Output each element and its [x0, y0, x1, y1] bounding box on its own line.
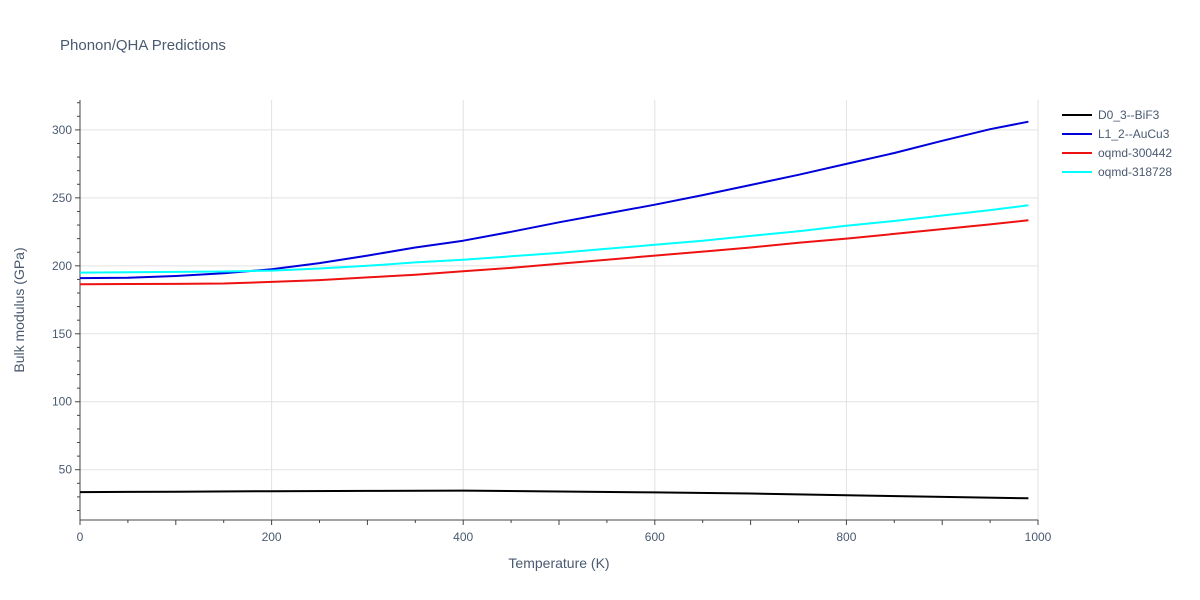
y-tick-label: 250	[52, 191, 72, 205]
plot-area	[79, 120, 1029, 500]
x-tick-label: 0	[77, 530, 84, 544]
grid-lines	[80, 100, 1039, 520]
x-tick-label: 1000	[1025, 530, 1052, 544]
legend-item[interactable]: oqmd-318728	[1062, 165, 1172, 179]
legend-label: oqmd-300442	[1098, 146, 1172, 160]
y-tick-label: 50	[59, 463, 73, 477]
axes: 0 200 400 600 800 1000 50 100 150 200 250 300	[52, 100, 1052, 544]
series-line-1	[79, 120, 1029, 280]
legend[interactable]: D0_3--BiF3 L1_2--AuCu3 oqmd-300442 oqmd-318…	[1062, 108, 1172, 179]
legend-label: L1_2--AuCu3	[1098, 127, 1170, 141]
y-tick-label: 100	[52, 395, 72, 409]
y-tick-label: 200	[52, 259, 72, 273]
x-tick-label: 800	[836, 530, 856, 544]
y-tick-label: 300	[52, 123, 72, 137]
x-tick-label: 400	[453, 530, 473, 544]
y-axis-title: Bulk modulus (GPa)	[11, 247, 27, 372]
legend-item[interactable]: L1_2--AuCu3	[1062, 127, 1170, 141]
x-axis-title: Temperature (K)	[508, 555, 609, 571]
chart-title: Phonon/QHA Predictions	[60, 37, 226, 54]
x-tick-label: 600	[645, 530, 665, 544]
legend-label: D0_3--BiF3	[1098, 108, 1160, 122]
x-tick-label: 200	[262, 530, 282, 544]
series-line-3	[79, 204, 1029, 274]
legend-item[interactable]: oqmd-300442	[1062, 146, 1172, 160]
y-tick-label: 150	[52, 327, 72, 341]
series-line-0	[79, 489, 1029, 500]
series-line-2	[79, 219, 1029, 286]
legend-item[interactable]: D0_3--BiF3	[1062, 108, 1160, 122]
legend-label: oqmd-318728	[1098, 165, 1172, 179]
